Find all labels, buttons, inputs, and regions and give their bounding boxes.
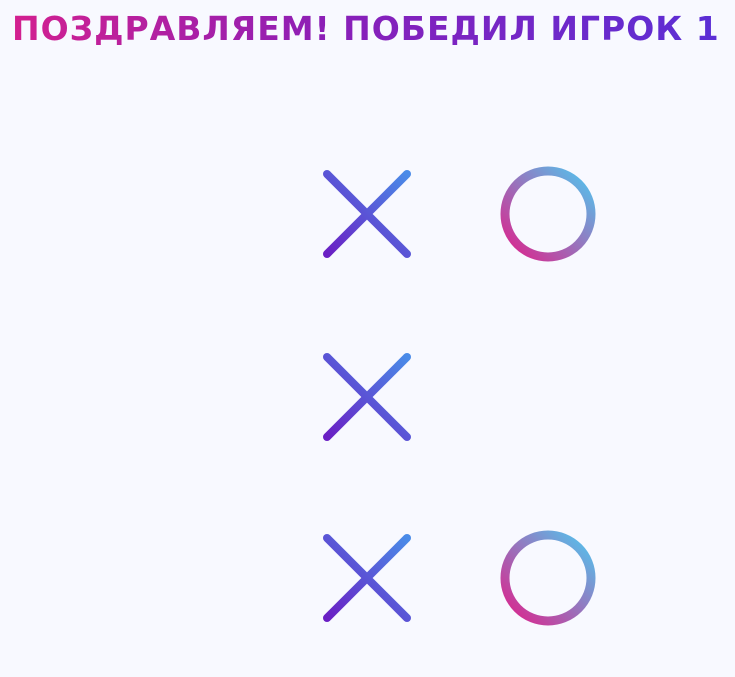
o-mark-icon — [500, 530, 596, 626]
board-cell[interactable] — [100, 493, 270, 663]
board-cell[interactable] — [100, 312, 270, 482]
win-message: ПОЗДРАВЛЯЕМ! ПОБЕДИЛ ИГРОК 1 — [12, 7, 727, 51]
board-cell[interactable] — [463, 312, 633, 482]
board-cell[interactable] — [463, 493, 633, 663]
o-mark-icon — [500, 166, 596, 262]
board-cell[interactable] — [100, 129, 270, 299]
board-cell[interactable] — [463, 129, 633, 299]
